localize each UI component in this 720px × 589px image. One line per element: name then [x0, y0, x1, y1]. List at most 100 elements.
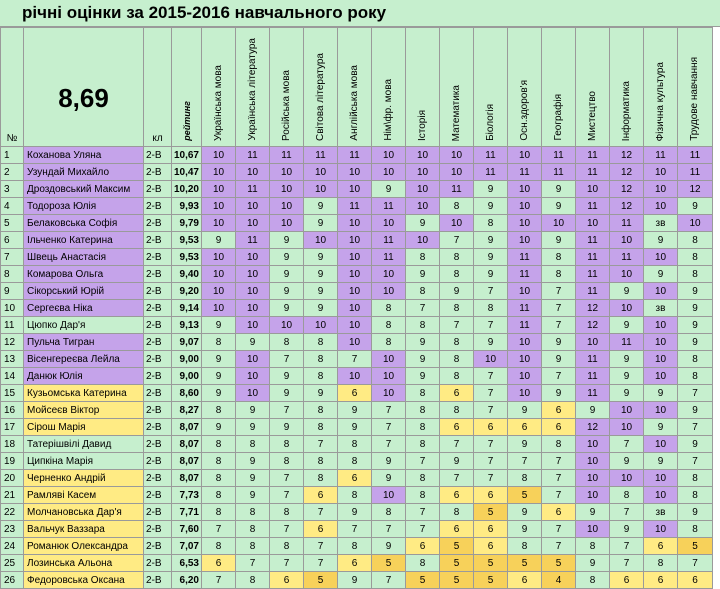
grade-cell: 8: [507, 537, 542, 555]
class-average: 8,69: [58, 83, 109, 113]
table-row: 13 Вісенгереєва Лейла 2-В 9,00 9 10 7 8 7 10 9 8 10 1…: [0, 350, 713, 368]
student-name: Цюпко Дар'я: [23, 316, 144, 334]
grade-cell: 8: [371, 333, 406, 351]
row-number: 2: [0, 163, 24, 181]
grade-cell: 9: [303, 299, 338, 317]
grade-cell: 7: [337, 350, 372, 368]
row-number: 13: [0, 350, 24, 368]
grade-cell: 10: [371, 486, 406, 504]
grade-cell: 8: [337, 452, 372, 470]
grade-cell: 11: [575, 384, 610, 402]
grade-cell: 8: [201, 469, 236, 487]
grade-cell: 11: [337, 146, 372, 164]
rating-cell: 7,60: [171, 520, 202, 538]
student-name: Мойсеєв Віктор: [23, 401, 144, 419]
rating-cell: 9,40: [171, 265, 202, 283]
grade-cell: 10: [371, 146, 406, 164]
grade-cell: 8: [405, 469, 440, 487]
grade-cell: 10: [575, 520, 610, 538]
class-cell: 2-В: [143, 554, 172, 572]
grade-cell: 5: [405, 571, 440, 589]
grade-cell: 6: [201, 554, 236, 572]
grade-cell: 10: [371, 350, 406, 368]
grade-cell: 9: [303, 384, 338, 402]
grade-cell: 9: [371, 180, 406, 198]
grade-cell: 10: [575, 469, 610, 487]
grade-cell: 6: [337, 469, 372, 487]
grade-cell: 10: [609, 401, 644, 419]
grade-cell: 4: [541, 571, 576, 589]
class-cell: 2-В: [143, 197, 172, 215]
rating-cell: 9,14: [171, 299, 202, 317]
student-name: Федоровська Оксана: [23, 571, 144, 589]
student-name: Романюк Олександра: [23, 537, 144, 555]
grade-cell: 12: [575, 316, 610, 334]
grade-cell: 10: [643, 350, 678, 368]
grade-cell: 8: [439, 265, 474, 283]
grade-cell: 8: [541, 265, 576, 283]
grade-cell: 7: [269, 520, 304, 538]
grade-cell: 7: [609, 554, 644, 572]
rating-cell: 10,20: [171, 180, 202, 198]
grade-cell: 10: [303, 163, 338, 181]
grade-cell: 10: [643, 248, 678, 266]
grade-cell: 11: [337, 197, 372, 215]
row-number: 20: [0, 469, 24, 487]
grade-cell: 8: [235, 503, 270, 521]
grade-cell: 6: [507, 418, 542, 436]
class-cell: 2-В: [143, 231, 172, 249]
grade-cell: 9: [609, 316, 644, 334]
grade-cell: 6: [337, 384, 372, 402]
student-name: Рамляві Касем: [23, 486, 144, 504]
rating-cell: 8,60: [171, 384, 202, 402]
student-name: Дроздовський Максим: [23, 180, 144, 198]
grade-cell: 7: [609, 503, 644, 521]
table-row: 4 Тодороза Юлія 2-В 9,93 10 10 10 9 11 11 10 8 9 10 9 1…: [0, 197, 713, 215]
grade-cell: 7: [541, 486, 576, 504]
table-row: 2 Узундай Михайло 2-В 10,47 10 10 10 10 10 10 10 10…: [0, 163, 713, 181]
row-number: 3: [0, 180, 24, 198]
grade-cell: 10: [643, 401, 678, 419]
grade-cell: 5: [439, 554, 474, 572]
rating-cell: 6,20: [171, 571, 202, 589]
rating-cell: 9,93: [171, 197, 202, 215]
grade-cell: 8: [303, 452, 338, 470]
grade-cell: 6: [303, 520, 338, 538]
grade-cell: 8: [677, 350, 713, 368]
grade-cell: 10: [609, 418, 644, 436]
grade-cell: 6: [439, 520, 474, 538]
grade-cell: 10: [507, 146, 542, 164]
grade-cell: 7: [541, 299, 576, 317]
table-row: 25 Лозинська Альона 2-В 6,53 6 7 7 7 6 5 8 5 5 5 5 9 7 8 7: [0, 554, 713, 572]
grade-cell: 7: [541, 452, 576, 470]
grade-cell: 10: [201, 197, 236, 215]
grade-cell: 5: [473, 571, 508, 589]
grade-cell: 6: [439, 384, 474, 402]
student-name: Сікорський Юрій: [23, 282, 144, 300]
grade-cell: 10: [677, 214, 713, 232]
grade-cell: 7: [269, 469, 304, 487]
grade-cell: 8: [405, 282, 440, 300]
grade-cell: 10: [337, 299, 372, 317]
grade-cell: 9: [473, 248, 508, 266]
grade-cell: 9: [201, 231, 236, 249]
student-name: Ільченко Катерина: [23, 231, 144, 249]
grade-cell: 6: [473, 537, 508, 555]
grade-cell: 12: [609, 197, 644, 215]
grade-cell: 9: [677, 503, 713, 521]
rating-cell: 7,71: [171, 503, 202, 521]
table-row: 12 Пульча Тигран 2-В 9,07 8 9 8 8 10 8 9 8 9 10 9 10 11 1…: [0, 333, 713, 351]
grade-cell: 8: [201, 401, 236, 419]
table-row: 22 Молчановська Дар'я 2-В 7,71 8 8 8 7 9 8 7 8 5 9 6 9 7…: [0, 503, 713, 521]
row-number: 11: [0, 316, 24, 334]
grade-cell: 10: [643, 333, 678, 351]
grade-cell: 9: [677, 299, 713, 317]
rating-cell: 9,00: [171, 350, 202, 368]
grade-cell: 9: [575, 503, 610, 521]
grade-cell: 10: [235, 282, 270, 300]
class-cell: 2-В: [143, 503, 172, 521]
grade-cell: 7: [303, 503, 338, 521]
grade-cell: 9: [405, 265, 440, 283]
grade-cell: 10: [507, 180, 542, 198]
grade-cell: 8: [303, 401, 338, 419]
